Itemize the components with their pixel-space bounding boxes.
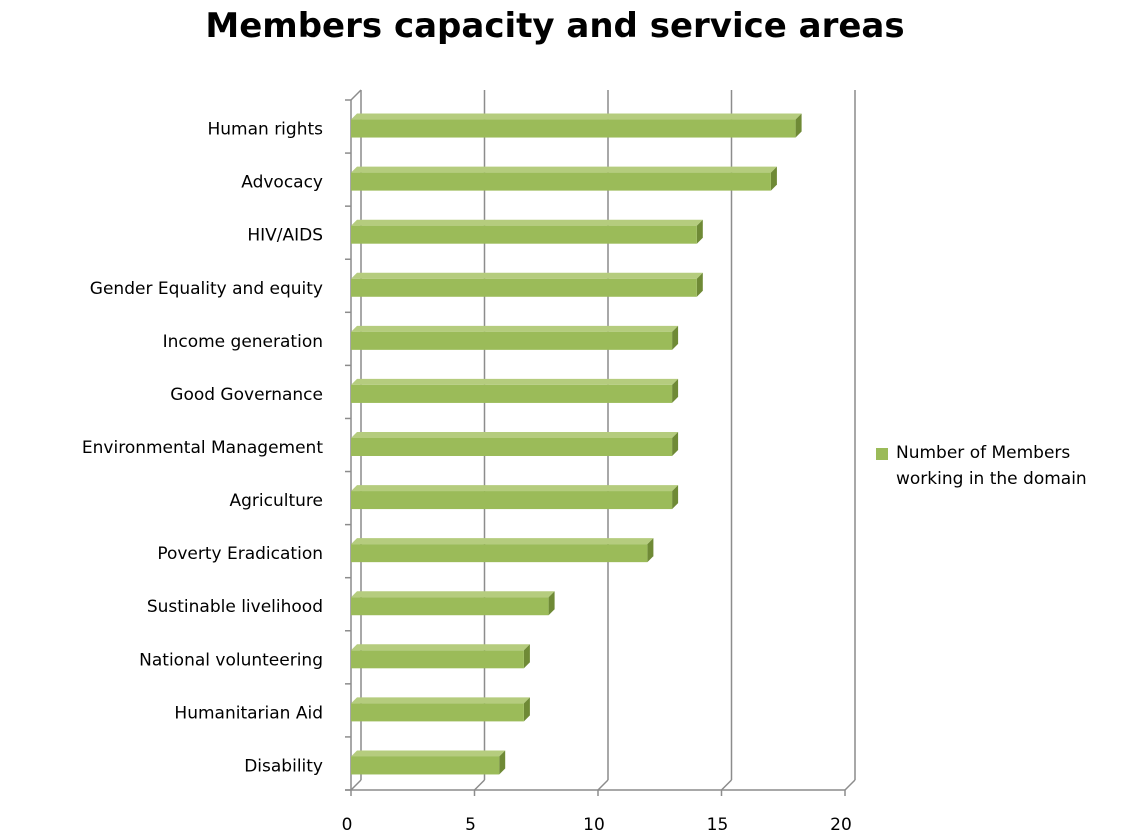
bar-top [351, 485, 679, 492]
category-label: Sustinable livelihood [147, 597, 323, 617]
bar [351, 432, 679, 456]
category-label: National volunteering [139, 650, 323, 670]
bar [351, 113, 802, 138]
bar-top [351, 591, 555, 598]
bar-side [647, 538, 654, 563]
bar [351, 750, 506, 775]
chart-title: Members capacity and service areas [205, 6, 905, 46]
legend-swatch [876, 448, 888, 460]
bar-top [351, 166, 777, 173]
bar-front [351, 225, 697, 244]
category-label: Advocacy [241, 173, 323, 193]
category-label: Good Governance [170, 385, 323, 405]
bar-side [672, 325, 679, 350]
category-labels: Human rights Advocacy HIV/AIDS Gender Equal… [82, 120, 323, 777]
bar-top [351, 697, 530, 704]
bar-front [351, 119, 796, 138]
bar-front [351, 331, 673, 350]
bar-top [351, 750, 506, 757]
bar-front [351, 597, 549, 616]
bar [351, 538, 654, 563]
category-label: HIV/AIDS [247, 226, 323, 246]
bar-front [351, 278, 697, 297]
bar-top [351, 219, 703, 226]
bar-front [351, 703, 524, 722]
gridline-depth [350, 779, 362, 791]
bar-side [696, 272, 703, 297]
category-label: Income generation [163, 332, 323, 352]
bar [351, 644, 530, 669]
bar-side [795, 113, 802, 138]
bar-side [523, 697, 530, 722]
bar [351, 485, 679, 510]
bar [351, 219, 703, 244]
bar-front [351, 650, 524, 669]
bar-top [351, 113, 802, 120]
bar-side [672, 378, 679, 403]
bar-front [351, 438, 673, 456]
category-label: Gender Equality and equity [90, 279, 323, 299]
bar-top [351, 644, 530, 651]
bar [351, 591, 555, 616]
bar-side [770, 166, 777, 191]
x-tick-label: 20 [830, 815, 852, 835]
gridline-depth [844, 779, 856, 791]
gridline-depth [720, 779, 733, 791]
category-label: Human rights [207, 120, 323, 140]
x-tick-label: 15 [707, 815, 729, 835]
category-label: Environmental Management [82, 438, 323, 458]
category-axis-depth [350, 89, 362, 101]
bar [351, 272, 703, 297]
bar [351, 325, 679, 350]
bar [351, 378, 679, 403]
gridline-depth [473, 779, 486, 791]
bar-side [523, 644, 530, 669]
bar-top [351, 378, 679, 385]
x-tick-label: 5 [465, 815, 476, 835]
bar-side [499, 750, 506, 775]
x-tick-label: 10 [583, 815, 605, 835]
category-label: Humanitarian Aid [174, 703, 323, 723]
bars [351, 113, 802, 775]
legend-label: Number of Members working in the domain [896, 443, 1087, 489]
bar-front [351, 756, 500, 775]
bar-top [351, 538, 654, 545]
bar [351, 166, 777, 191]
x-tick-label: 0 [342, 815, 353, 835]
bar-side [696, 219, 703, 244]
category-label: Poverty Eradication [157, 544, 323, 564]
category-label: Disability [244, 756, 323, 776]
bar [351, 697, 530, 722]
x-tick-labels: 0 5 10 15 20 [342, 815, 852, 835]
bar-front [351, 172, 771, 191]
gridline-depth [597, 779, 609, 791]
bar-side [672, 432, 679, 456]
bar-front [351, 544, 648, 563]
bar-top [351, 325, 679, 332]
bar-front [351, 491, 673, 510]
bar-top [351, 272, 703, 279]
bar-side [672, 485, 679, 510]
bar-front [351, 384, 673, 403]
bar-side [548, 591, 555, 616]
category-label: Agriculture [230, 491, 324, 511]
bar-top [351, 432, 679, 438]
